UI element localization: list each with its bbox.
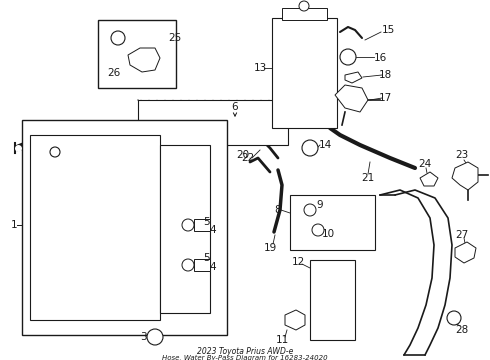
- Text: 15: 15: [381, 25, 394, 35]
- Bar: [138, 100, 288, 145]
- Text: 24: 24: [418, 159, 432, 169]
- Text: Hose, Water By-Pass Diagram for 16283-24020: Hose, Water By-Pass Diagram for 16283-24…: [162, 355, 328, 360]
- Text: 8: 8: [275, 205, 281, 215]
- Text: 23: 23: [455, 150, 468, 160]
- Bar: [194, 219, 210, 231]
- Bar: [272, 18, 337, 128]
- Bar: [194, 259, 210, 271]
- Text: 11: 11: [275, 335, 289, 345]
- Text: 19: 19: [264, 243, 277, 253]
- Bar: [160, 145, 210, 313]
- Text: 2023 Toyota Prius AWD-e: 2023 Toyota Prius AWD-e: [197, 347, 293, 356]
- Bar: [282, 8, 327, 20]
- Circle shape: [304, 204, 316, 216]
- Text: 5: 5: [203, 253, 209, 263]
- Text: 28: 28: [455, 325, 468, 335]
- Bar: [310, 260, 355, 340]
- Circle shape: [302, 140, 318, 156]
- Text: 2: 2: [35, 147, 41, 157]
- Text: 16: 16: [373, 53, 387, 63]
- Text: 3: 3: [140, 332, 147, 342]
- Text: 17: 17: [378, 93, 392, 103]
- Text: 5: 5: [203, 217, 209, 227]
- Text: 21: 21: [362, 173, 375, 183]
- Bar: [98, 20, 176, 88]
- Polygon shape: [128, 48, 160, 72]
- Circle shape: [182, 219, 194, 231]
- Polygon shape: [420, 172, 438, 186]
- Text: 7: 7: [21, 120, 27, 130]
- Text: 4: 4: [210, 262, 216, 272]
- Text: 6: 6: [232, 102, 238, 112]
- Circle shape: [50, 147, 60, 157]
- Text: 13: 13: [253, 63, 267, 73]
- Bar: [290, 195, 375, 250]
- Text: 9: 9: [317, 200, 323, 210]
- Text: 27: 27: [455, 230, 468, 240]
- Text: 22: 22: [242, 153, 255, 163]
- Text: 25: 25: [169, 33, 182, 43]
- Polygon shape: [455, 242, 476, 263]
- Circle shape: [182, 259, 194, 271]
- Polygon shape: [285, 310, 305, 330]
- Circle shape: [340, 49, 356, 65]
- Polygon shape: [335, 85, 368, 112]
- Text: 14: 14: [318, 140, 332, 150]
- Text: 20: 20: [237, 150, 249, 160]
- Bar: [30, 135, 160, 320]
- Polygon shape: [345, 72, 362, 83]
- Text: 4: 4: [210, 225, 216, 235]
- Text: 12: 12: [292, 257, 305, 267]
- Circle shape: [147, 329, 163, 345]
- Polygon shape: [452, 162, 478, 190]
- Text: 1: 1: [11, 220, 17, 230]
- Bar: [22, 120, 227, 335]
- Text: 18: 18: [378, 70, 392, 80]
- Text: 26: 26: [107, 68, 121, 78]
- Circle shape: [299, 1, 309, 11]
- Circle shape: [111, 31, 125, 45]
- Circle shape: [447, 311, 461, 325]
- Text: 10: 10: [321, 229, 335, 239]
- Circle shape: [312, 224, 324, 236]
